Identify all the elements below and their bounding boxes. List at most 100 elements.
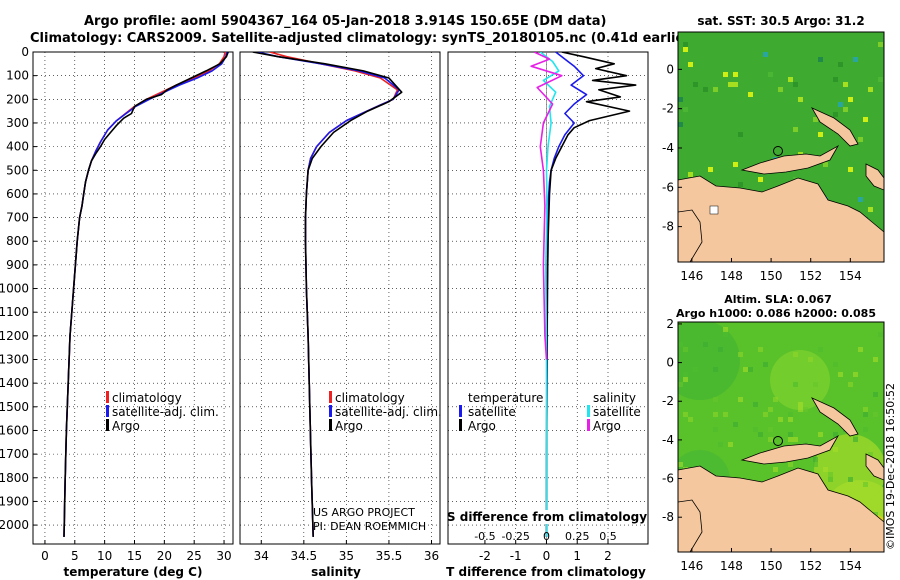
sst-cell xyxy=(863,117,868,122)
legend-climatology-label: climatology xyxy=(335,391,405,405)
sla-cell xyxy=(853,372,858,377)
legend-t-argo-label: Argo xyxy=(468,419,496,433)
sst-cell xyxy=(788,77,793,82)
depth-tick-label: 2000 xyxy=(0,518,29,532)
sla-cell xyxy=(788,462,793,467)
sst-cell xyxy=(768,72,773,77)
header-line1: Argo profile: aoml 5904367_164 05-Jan-20… xyxy=(84,14,606,29)
sst-map: sat. SST: 30.5 Argo: 31.2 146 148 150 152 15… xyxy=(662,14,885,283)
lat-tick-label: -6 xyxy=(662,180,674,194)
temperature-frame xyxy=(32,51,234,545)
sla-cell xyxy=(683,377,688,382)
sst-cell xyxy=(793,127,798,132)
sst-cell xyxy=(728,82,733,87)
tick-label: 34.5 xyxy=(290,549,317,563)
sla-map: Altim. SLA: 0.067 Argo h1000: 0.086 h200… xyxy=(662,293,885,573)
sla-cell xyxy=(773,467,778,472)
depth-tick-label: 100 xyxy=(6,69,29,83)
salinity-lines xyxy=(252,52,403,537)
sst-cell xyxy=(688,62,693,67)
depth-tick-label: 200 xyxy=(6,92,29,106)
sla-cell xyxy=(833,362,838,367)
sst-cell xyxy=(723,72,728,77)
sla-cell xyxy=(833,432,838,437)
sla-cell xyxy=(788,437,793,442)
sla-cell xyxy=(768,407,773,412)
sst-cell xyxy=(848,167,853,172)
sst-frame xyxy=(677,31,885,263)
sla-cell xyxy=(773,397,778,402)
sst-cell xyxy=(878,77,883,82)
temperature-lines xyxy=(63,52,229,537)
sst-cell xyxy=(843,107,848,112)
salinity-legend: climatology satellite-adj. clim. Argo xyxy=(329,391,442,433)
tick-label: 30 xyxy=(216,549,231,563)
depth-tick-label: 300 xyxy=(6,116,29,130)
sla-cell xyxy=(853,437,858,442)
sst-lat-ticks: 0 -2 -4 -6 -8 xyxy=(662,62,682,234)
sla-cell xyxy=(723,412,728,417)
sst-cell xyxy=(733,72,738,77)
sla-cell xyxy=(848,382,853,387)
bougainville-land xyxy=(865,163,884,191)
legend-satellite-label: satellite-adj. clim. xyxy=(112,405,219,419)
salinity-xlabel: salinity xyxy=(311,565,361,579)
sla-cell xyxy=(683,372,688,377)
depth-tick-label: 400 xyxy=(6,140,29,154)
lat-tick-label: -4 xyxy=(662,141,674,155)
sla-cell xyxy=(703,342,708,347)
sla-cell xyxy=(793,352,798,357)
sst-cell xyxy=(818,57,823,62)
tick-label: 2 xyxy=(604,549,612,563)
depth-tick-label: 1200 xyxy=(0,329,29,343)
sst-cell xyxy=(833,112,838,117)
tick-label: 36 xyxy=(424,549,439,563)
lat-tick-label: -4 xyxy=(662,433,674,447)
sla-map-title1: Altim. SLA: 0.067 xyxy=(724,293,831,306)
tick-label: 34 xyxy=(254,549,269,563)
sla-cell xyxy=(678,342,683,347)
temperature-xticks: 0 5 10 15 20 25 30 xyxy=(41,540,232,563)
sla-cell xyxy=(798,402,803,407)
sla-cell xyxy=(818,432,823,437)
sla-patch xyxy=(770,350,830,410)
sla-cell xyxy=(723,332,728,337)
temperature-xlabel: temperature (deg C) xyxy=(64,565,203,579)
tick-label: 35.5 xyxy=(376,549,403,563)
lon-tick-label: 146 xyxy=(680,559,703,573)
sla-cell xyxy=(678,382,683,387)
legend-temperature-title: temperature xyxy=(468,391,543,405)
sla-cell xyxy=(748,367,753,372)
sst-cell xyxy=(683,42,688,47)
sst-cell xyxy=(833,77,838,82)
depth-tick-label: 1600 xyxy=(0,423,29,437)
salinity-xticks: 34 34.5 35 35.5 36 xyxy=(254,540,439,563)
legend-argo-swatch xyxy=(106,419,109,431)
sla-cell xyxy=(788,417,793,422)
legend-s-satellite-swatch xyxy=(587,405,590,417)
depth-tick-label: 500 xyxy=(6,163,29,177)
series-line-argo xyxy=(252,52,403,537)
sla-cell xyxy=(868,447,873,452)
sla-cell xyxy=(718,442,723,447)
sst-land xyxy=(678,107,884,262)
sla-cell xyxy=(878,332,883,337)
sla-cell xyxy=(683,412,688,417)
sst-cell xyxy=(678,122,683,127)
sla-cell xyxy=(848,477,853,482)
lon-tick-label: 152 xyxy=(799,269,822,283)
lat-tick-label: -8 xyxy=(662,220,674,234)
sla-cell xyxy=(738,352,743,357)
s-tick-label: 0.5 xyxy=(599,530,617,543)
series-line-s-satellite xyxy=(539,52,560,537)
sla-cell xyxy=(778,417,783,422)
lon-tick-label: 150 xyxy=(760,269,783,283)
legend-argo-label: Argo xyxy=(112,419,140,433)
sst-cell xyxy=(813,117,818,122)
sla-cell xyxy=(758,432,763,437)
tick-label: 35 xyxy=(339,549,354,563)
new-ireland-land xyxy=(811,397,859,437)
sla-cell xyxy=(863,412,868,417)
depth-tick-label: 800 xyxy=(6,234,29,248)
